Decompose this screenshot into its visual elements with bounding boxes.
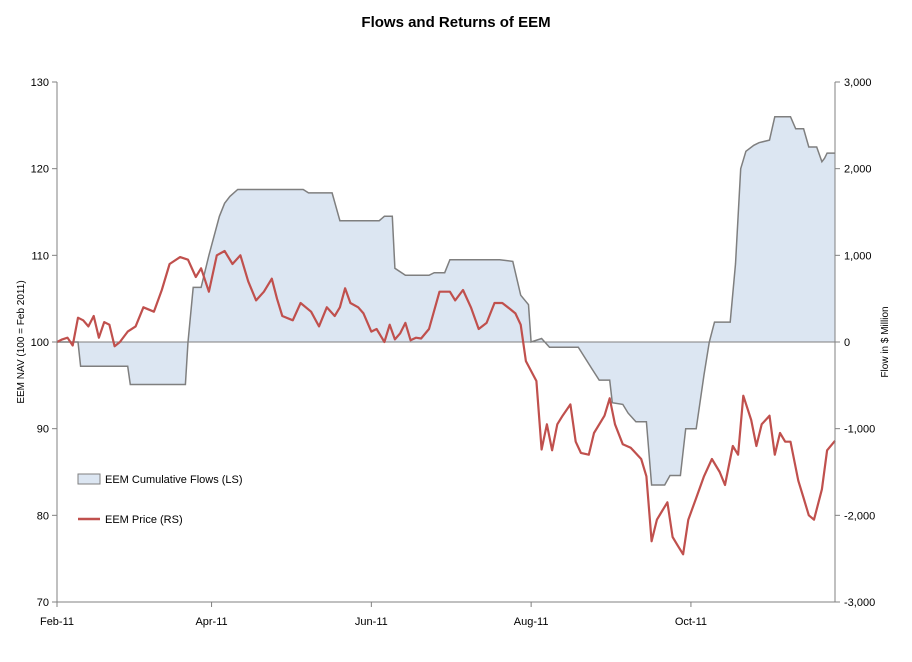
left-tick-label: 120 [31, 164, 49, 176]
flows-area-outline [57, 115, 835, 486]
legend: EEM Cumulative Flows (LS) EEM Price (RS) [77, 473, 243, 526]
left-axis-title: EEM NAV (100 = Feb 2011) [16, 280, 27, 403]
right-tick-label: -2,000 [844, 510, 875, 522]
left-axis-ticks: 70 80 90 100 110 120 130 [31, 77, 57, 609]
legend-label-price: EEM Price (RS) [105, 514, 183, 526]
flows-area-fill [57, 116, 835, 485]
chart-title: Flows and Returns of EEM [361, 14, 550, 31]
left-tick-label: 110 [31, 250, 49, 262]
x-tick-label: Jun-11 [355, 616, 388, 628]
left-tick-label: 70 [37, 597, 49, 609]
legend-label-flows: EEM Cumulative Flows (LS) [105, 474, 243, 486]
right-tick-label: 3,000 [844, 77, 872, 89]
price-line-series [56, 249, 836, 556]
flows-area-series [57, 115, 835, 486]
right-tick-label: 0 [844, 337, 850, 349]
left-tick-label: 100 [31, 337, 49, 349]
right-tick-label: -3,000 [844, 597, 875, 609]
legend-swatch-flows [77, 473, 101, 485]
right-axis-title: Flow in $ Million [880, 306, 891, 377]
left-tick-label: 90 [37, 424, 49, 436]
right-tick-label: -1,000 [844, 424, 875, 436]
x-tick-label: Apr-11 [195, 616, 227, 628]
right-tick-label: 1,000 [844, 250, 872, 262]
x-axis-ticks: Feb-11 Apr-11 Jun-11 Aug-11 Oct-11 [40, 602, 707, 628]
right-tick-label: 2,000 [844, 164, 872, 176]
left-tick-label: 130 [31, 77, 49, 89]
x-tick-label: Oct-11 [675, 616, 707, 628]
price-line [56, 249, 836, 556]
left-tick-label: 80 [37, 510, 49, 522]
x-tick-label: Aug-11 [514, 616, 549, 628]
x-tick-label: Feb-11 [40, 616, 74, 628]
right-axis-ticks: -3,000 -2,000 -1,000 0 1,000 2,000 3,000 [835, 77, 875, 609]
